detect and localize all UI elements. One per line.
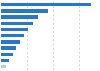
- Bar: [1, 40, 20, 44]
- Bar: [1, 3, 90, 6]
- Bar: [1, 15, 38, 19]
- Bar: [1, 53, 13, 56]
- Bar: [1, 28, 28, 31]
- Bar: [1, 59, 10, 62]
- Bar: [1, 34, 24, 37]
- Bar: [1, 65, 6, 68]
- Bar: [1, 9, 48, 13]
- Bar: [1, 22, 33, 25]
- Bar: [1, 46, 16, 50]
